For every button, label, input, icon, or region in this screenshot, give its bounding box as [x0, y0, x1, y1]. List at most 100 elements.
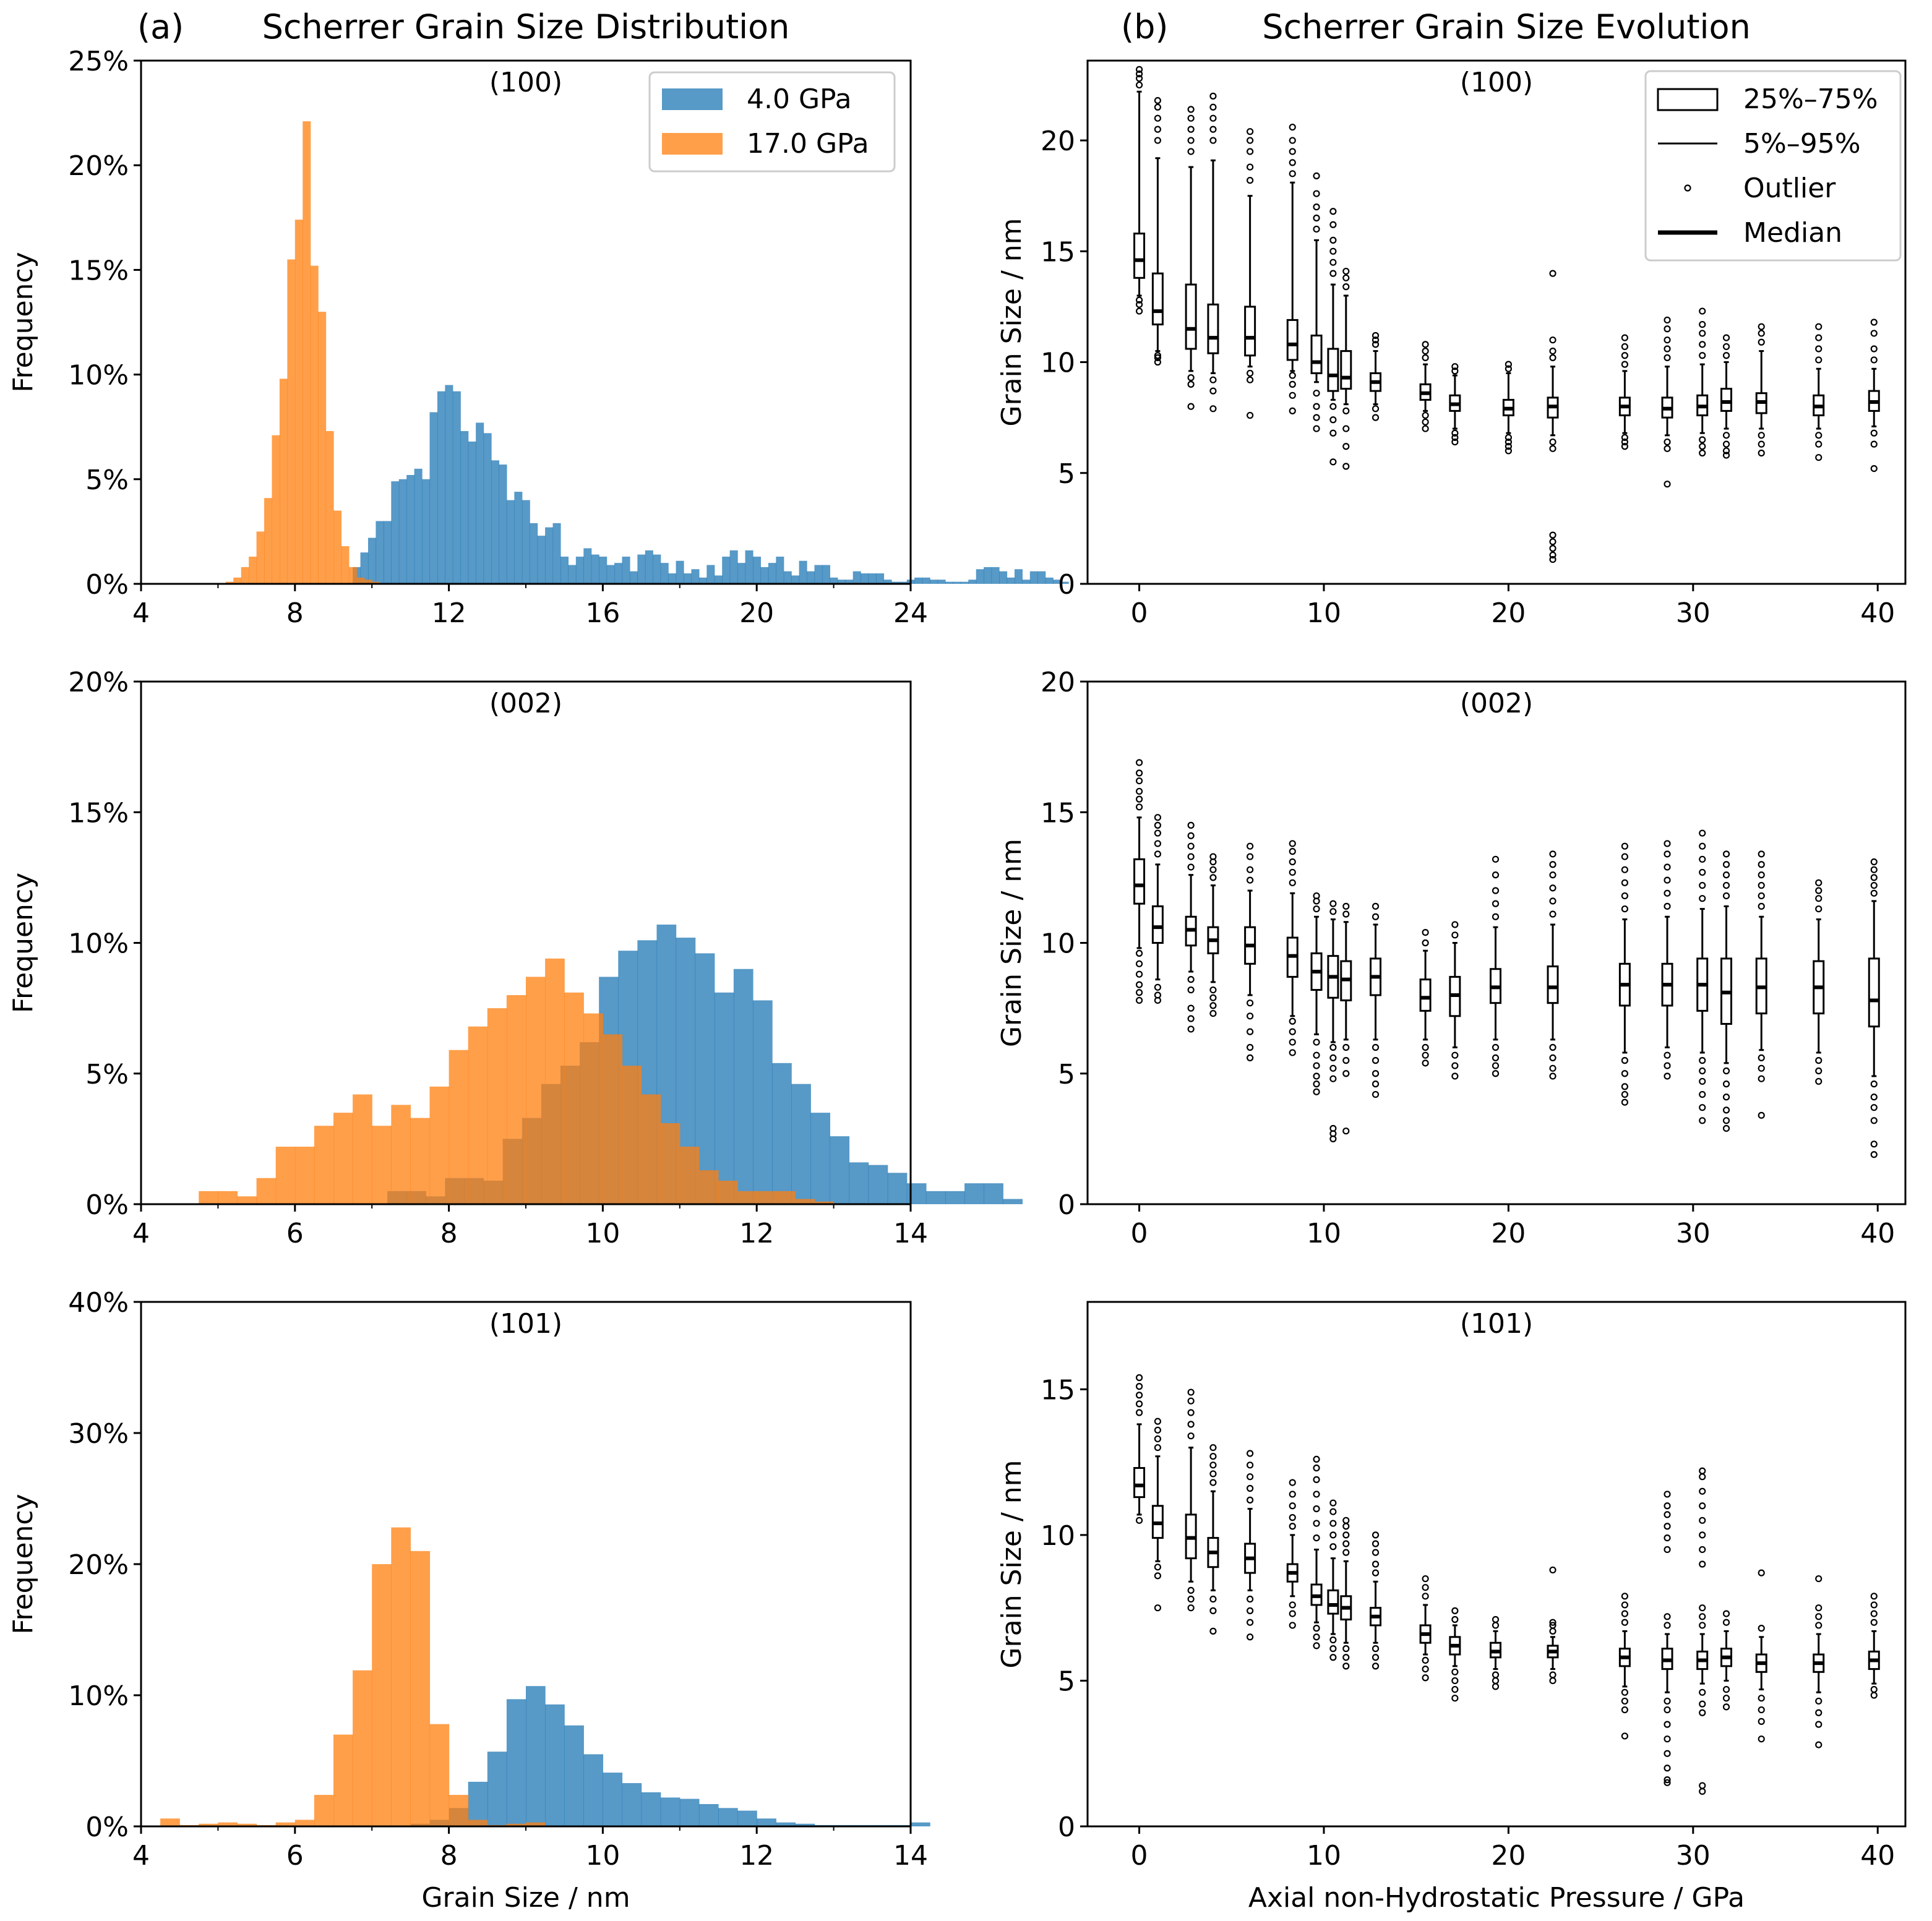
outlier-point	[1154, 829, 1161, 837]
histogram-bar	[314, 1126, 334, 1204]
box-iqr	[1185, 283, 1197, 350]
outlier-point	[1209, 1595, 1217, 1603]
outlier-point	[1815, 334, 1823, 341]
y-axis-label: Grain Size / nm	[996, 1460, 1028, 1668]
outlier-point	[1422, 411, 1429, 419]
outlier-point	[1372, 902, 1380, 910]
outlier-point	[1722, 1080, 1730, 1088]
box-iqr	[1419, 978, 1432, 1012]
box-iqr	[1151, 905, 1164, 944]
outlier-point	[1492, 913, 1500, 920]
box-plot	[1449, 363, 1461, 446]
outlier-point	[1870, 330, 1878, 337]
histogram-bar	[722, 557, 731, 584]
outlier-point	[1135, 296, 1143, 304]
outlier-point	[1135, 81, 1143, 89]
outlier-point	[1289, 1523, 1296, 1530]
histogram-bar	[294, 1147, 315, 1204]
outlier-point	[1699, 1517, 1706, 1524]
outlier-point	[1187, 374, 1195, 382]
histogram-bar	[914, 577, 923, 584]
outlier-point	[1451, 434, 1459, 442]
histogram-bar	[429, 412, 438, 584]
histogram-bar	[807, 571, 815, 584]
outlier-point	[1289, 372, 1296, 379]
histogram-bar	[599, 557, 608, 584]
charts-layer: 0% 5% 10% 15% 20% 25% 4 8 12 16 20 24 (100) Frequency…	[7, 46, 1907, 1914]
x-tick-label: 30	[1676, 597, 1711, 629]
outlier-point	[1722, 451, 1730, 459]
outlier-point	[1154, 96, 1161, 105]
histogram-bar	[660, 1123, 680, 1204]
histogram-bar	[410, 1118, 431, 1204]
histogram-bar	[733, 969, 753, 1204]
outlier-point	[1372, 1080, 1380, 1088]
legend-label-outlier: Outlier	[1743, 173, 1836, 204]
outlier-point	[1187, 863, 1195, 871]
legend-swatch-box	[1657, 88, 1719, 111]
outlier-point	[1549, 871, 1556, 879]
histogram-bar	[876, 573, 885, 584]
panel-a-label: (a)	[137, 7, 184, 46]
histogram-bar	[637, 554, 646, 584]
outlier-point	[1699, 881, 1706, 889]
outlier-point	[1313, 1625, 1320, 1632]
outlier-point	[1758, 323, 1765, 330]
legend-label-17gpa: 17.0 GPa	[747, 128, 869, 160]
outlier-point	[1664, 1062, 1671, 1069]
x-tick-label: 8	[440, 1218, 458, 1249]
outlier-point	[1154, 1435, 1161, 1443]
y-tick-label: 0%	[85, 1189, 129, 1221]
outlier-point	[1815, 887, 1823, 894]
box-plot	[1151, 96, 1164, 366]
outlier-point	[1209, 1627, 1217, 1635]
histogram-bar	[795, 1823, 815, 1826]
outlier-point	[1621, 361, 1629, 368]
outlier-point	[1135, 960, 1143, 967]
box-plot	[1720, 1610, 1733, 1711]
outlier-point	[1154, 850, 1161, 858]
outlier-point	[1492, 1070, 1500, 1077]
chart-title: (100)	[489, 67, 562, 98]
outlier-point	[1247, 1043, 1254, 1051]
histogram-bar	[449, 1050, 469, 1204]
histogram-bar	[294, 220, 303, 584]
box-plot	[1490, 1615, 1502, 1690]
histogram-bar	[861, 573, 869, 584]
y-axis: 0% 5% 10% 15% 20%	[68, 667, 141, 1221]
box-plot	[1813, 879, 1825, 1085]
outlier-point	[1313, 1505, 1320, 1513]
outlier-point	[1664, 481, 1671, 488]
histogram-bar	[545, 958, 565, 1204]
outlier-point	[1549, 1622, 1556, 1629]
chart-title: (002)	[1460, 688, 1533, 719]
histogram-bar	[1037, 571, 1046, 584]
outlier-point	[1699, 330, 1706, 337]
outlier-point	[1722, 1117, 1730, 1124]
outlier-point	[1664, 876, 1671, 884]
outlier-point	[1187, 126, 1195, 133]
outlier-point	[1209, 387, 1217, 395]
outlier-point	[1209, 986, 1217, 994]
outlier-point	[1209, 994, 1217, 1001]
box-plot	[1868, 1593, 1880, 1699]
box-plot	[1286, 1479, 1299, 1629]
outlier-point	[1154, 114, 1161, 122]
outlier-point	[1342, 1531, 1350, 1539]
outlier-point	[1422, 1059, 1429, 1067]
histogram-bar	[422, 479, 431, 584]
histogram-bar	[264, 498, 273, 584]
outlier-point	[1422, 1051, 1429, 1059]
box-iqr	[1151, 272, 1164, 326]
outlier-point	[1549, 438, 1556, 446]
outlier-point	[1342, 1645, 1350, 1653]
outlier-point	[1209, 92, 1217, 100]
y-tick-label: 5%	[85, 1059, 129, 1090]
x-axis: 4 6 8 10 12 14	[132, 1204, 928, 1249]
y-tick-label: 0	[1058, 1812, 1075, 1843]
y-tick-label: 5	[1058, 1059, 1075, 1090]
outlier-point	[1247, 1484, 1254, 1492]
outlier-point	[1758, 1625, 1765, 1632]
histogram-bar	[225, 581, 234, 584]
histogram-bar	[960, 581, 969, 584]
